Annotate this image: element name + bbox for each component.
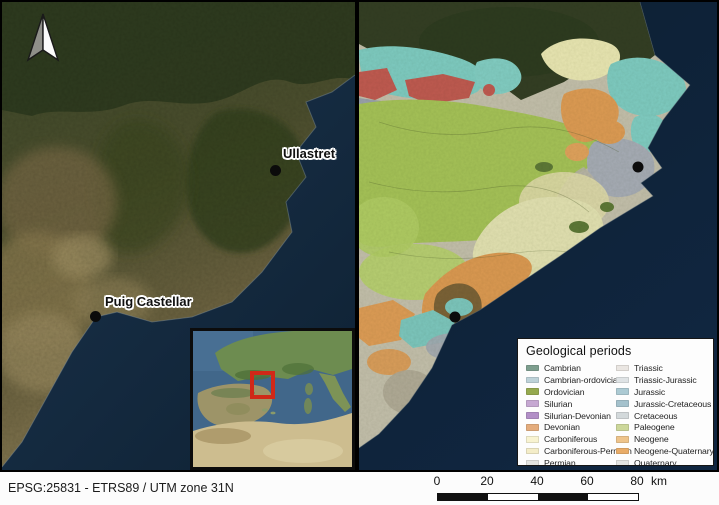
legend-label: Triassic — [634, 362, 663, 373]
inset-map — [193, 331, 352, 467]
legend-swatch — [526, 400, 539, 407]
scalebar-bar — [437, 493, 639, 501]
legend-swatch — [526, 459, 539, 465]
legend-entry: Ordovician — [526, 386, 616, 398]
legend-entry: Paleogene — [616, 421, 706, 433]
satellite-map — [2, 2, 355, 470]
legend-label: Ordovician — [544, 386, 585, 397]
legend-swatch — [526, 436, 539, 443]
legend-label: Neogene-Quaternary — [634, 446, 714, 457]
legend-title: Geological periods — [526, 344, 632, 358]
legend-entry: Permian — [526, 457, 616, 466]
legend-swatch — [526, 447, 539, 455]
legend-label: Jurassic — [634, 386, 666, 397]
legend-entry: Cambrian-ordovician — [526, 374, 622, 386]
inset-europe — [215, 331, 352, 381]
legend-entry: Cambrian — [526, 362, 616, 374]
legend-box: Geological periods Cambrian Cambrian-ordo… — [517, 338, 714, 466]
scalebar-segment — [488, 494, 538, 500]
legend-label: Triassic-Jurassic — [634, 374, 697, 385]
scalebar-tick: 40 — [530, 474, 544, 488]
north-arrow-icon — [26, 13, 60, 62]
scalebar-tick: 60 — [580, 474, 594, 488]
satellite-map-panel: Ullastret Puig Castellar — [2, 2, 355, 470]
legend-entry: Triassic — [616, 362, 706, 374]
coastline — [2, 74, 355, 468]
legend-entry: Neogene-Quaternary — [616, 445, 713, 457]
legend-entry: Triassic-Jurassic — [616, 374, 706, 386]
scalebar-segment — [588, 494, 638, 500]
legend-label: Devonian — [544, 422, 580, 433]
legend-columns: Cambrian Cambrian-ordovician Ordovician Sil… — [526, 362, 713, 466]
legend-label: Cambrian-ordovician — [544, 374, 623, 385]
scalebar: 0 20 40 60 80 km — [427, 474, 687, 504]
scalebar-segment — [438, 494, 488, 500]
legend-swatch — [616, 388, 629, 395]
scalebar-segment — [538, 494, 588, 500]
inset-overview-map — [190, 328, 355, 470]
inset-italy — [319, 373, 351, 412]
legend-entry: Devonian — [526, 421, 616, 433]
legend-label: Carboniferous-Permian — [544, 446, 632, 457]
legend-column-2: Triassic Triassic-Jurassic Jurassic Jurassi… — [616, 362, 713, 466]
legend-entry: Silurian-Devonian — [526, 410, 616, 422]
legend-entry: Carboniferous-Permian — [526, 445, 632, 457]
coastline — [359, 2, 691, 449]
crs-label: EPSG:25831 - ETRS89 / UTM zone 31N — [8, 481, 234, 495]
legend-entry: Neogene — [616, 433, 706, 445]
legend-swatch — [616, 459, 629, 465]
legend-label: Carboniferous — [544, 434, 598, 445]
legend-entry: Jurassic — [616, 386, 706, 398]
legend-swatch — [616, 400, 629, 407]
legend-swatch — [616, 412, 629, 419]
legend-label: Quaternary — [634, 458, 677, 466]
scalebar-tick: 20 — [480, 474, 494, 488]
legend-swatch — [616, 436, 629, 443]
legend-label: Cretaceous — [634, 410, 678, 421]
scalebar-tick: 80 — [630, 474, 644, 488]
marker-dot-puig-castellar-geo — [449, 311, 461, 323]
legend-swatch — [616, 364, 629, 372]
legend-swatch — [526, 364, 539, 372]
marker-dot-ullastret-geo — [632, 161, 644, 173]
legend-swatch — [616, 376, 629, 384]
legend-label: Silurian — [544, 398, 573, 409]
legend-label: Neogene — [634, 434, 669, 445]
legend-label: Permian — [544, 458, 576, 466]
scalebar-unit: km — [651, 474, 667, 488]
inset-extent-rectangle — [250, 371, 275, 399]
marker-label-puig-castellar: Puig Castellar — [105, 294, 192, 309]
legend-entry: Silurian — [526, 398, 616, 410]
marker-dot-ullastret — [270, 165, 281, 176]
legend-swatch — [616, 447, 629, 455]
legend-swatch — [526, 424, 539, 431]
legend-swatch — [616, 424, 629, 431]
legend-swatch — [526, 376, 539, 384]
legend-entry: Quaternary — [616, 457, 706, 466]
legend-label: Paleogene — [634, 422, 675, 433]
footer-bar: EPSG:25831 - ETRS89 / UTM zone 31N 0 20 40… — [0, 472, 719, 505]
scalebar-tick: 0 — [433, 474, 441, 488]
legend-entry: Carboniferous — [526, 433, 616, 445]
legend-entry: Cretaceous — [616, 410, 706, 422]
marker-dot-puig-castellar — [90, 311, 101, 322]
legend-label: Silurian-Devonian — [544, 410, 611, 421]
legend-swatch — [526, 388, 539, 395]
legend-label: Jurassic-Cretaceous — [634, 398, 712, 409]
legend-entry: Jurassic-Cretaceous — [616, 398, 711, 410]
legend-column-1: Cambrian Cambrian-ordovician Ordovician Sil… — [526, 362, 632, 466]
legend-swatch — [526, 412, 539, 419]
marker-label-ullastret: Ullastret — [283, 146, 336, 161]
legend-label: Cambrian — [544, 362, 581, 373]
